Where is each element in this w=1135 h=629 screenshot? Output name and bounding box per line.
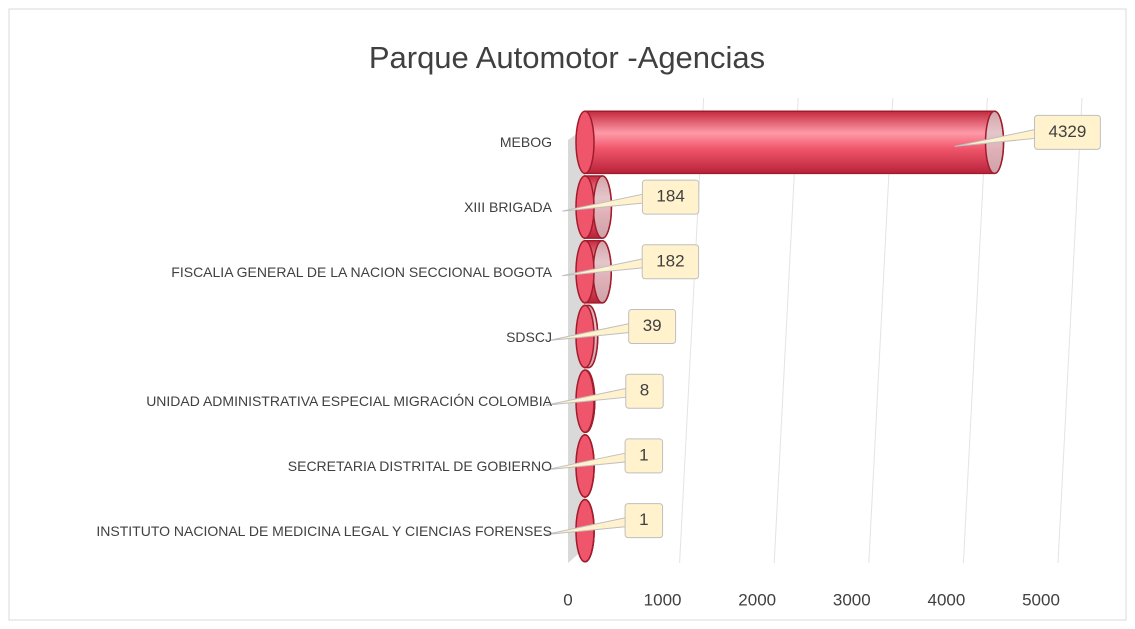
value-label-box: [628, 309, 677, 344]
y-tick-label: SECRETARIA DISTRITAL DE GOBIERNO: [0, 454, 552, 478]
y-tick-text: INSTITUTO NACIONAL DE MEDICINA LEGAL Y C…: [96, 522, 552, 539]
chart-title: Parque Automotor -Agencias: [369, 40, 765, 75]
value-label-box: [624, 438, 664, 474]
grid-line: [962, 97, 988, 564]
y-tick-label: FISCALIA GENERAL DE LA NACION SECCIONAL …: [0, 260, 552, 284]
grid-line: [773, 97, 799, 564]
x-tick-label: 4000: [927, 590, 965, 609]
y-tick-text: SDSCJ: [506, 328, 552, 345]
value-label: 39: [643, 316, 662, 335]
value-label: 8: [640, 381, 649, 400]
y-tick-text: SECRETARIA DISTRITAL DE GOBIERNO: [287, 457, 552, 474]
bar-body: [584, 110, 1005, 175]
x-tick-label: 3000: [833, 590, 871, 609]
value-label-box: [625, 373, 664, 409]
bar: [575, 239, 612, 304]
x-tick-label: 1000: [644, 590, 682, 609]
y-tick-text: UNIDAD ADMINISTRATIVA ESPECIAL MIGRACIÓN…: [146, 393, 552, 410]
y-tick-text: FISCALIA GENERAL DE LA NACION SECCIONAL …: [171, 263, 552, 280]
value-label-box: [624, 503, 664, 539]
x-tick-label: 2000: [738, 590, 776, 609]
y-tick-label: XIII BRIGADA: [0, 195, 552, 219]
value-label-box: [1034, 114, 1101, 150]
bar-start: [575, 110, 595, 175]
grid-line: [679, 97, 705, 564]
y-tick-text: XIII BRIGADA: [464, 199, 552, 216]
value-label: 1: [639, 445, 648, 464]
value-label: 184: [656, 187, 684, 206]
value-label: 4329: [1049, 122, 1087, 141]
value-label: 182: [656, 251, 684, 270]
bar: [575, 110, 1005, 175]
value-label: 1: [639, 510, 648, 529]
y-tick-label: UNIDAD ADMINISTRATIVA ESPECIAL MIGRACIÓN…: [0, 389, 552, 413]
grid-line: [1057, 97, 1083, 564]
x-tick-label: 5000: [1022, 590, 1060, 609]
x-tick-label: 0: [563, 590, 572, 609]
value-label-box: [641, 244, 700, 280]
grid-line: [868, 97, 894, 564]
y-tick-label: MEBOG: [0, 130, 552, 154]
y-tick-text: MEBOG: [499, 134, 552, 151]
y-tick-label: SDSCJ: [0, 325, 552, 349]
value-label-box: [641, 179, 700, 215]
y-tick-label: INSTITUTO NACIONAL DE MEDICINA LEGAL Y C…: [0, 519, 552, 543]
